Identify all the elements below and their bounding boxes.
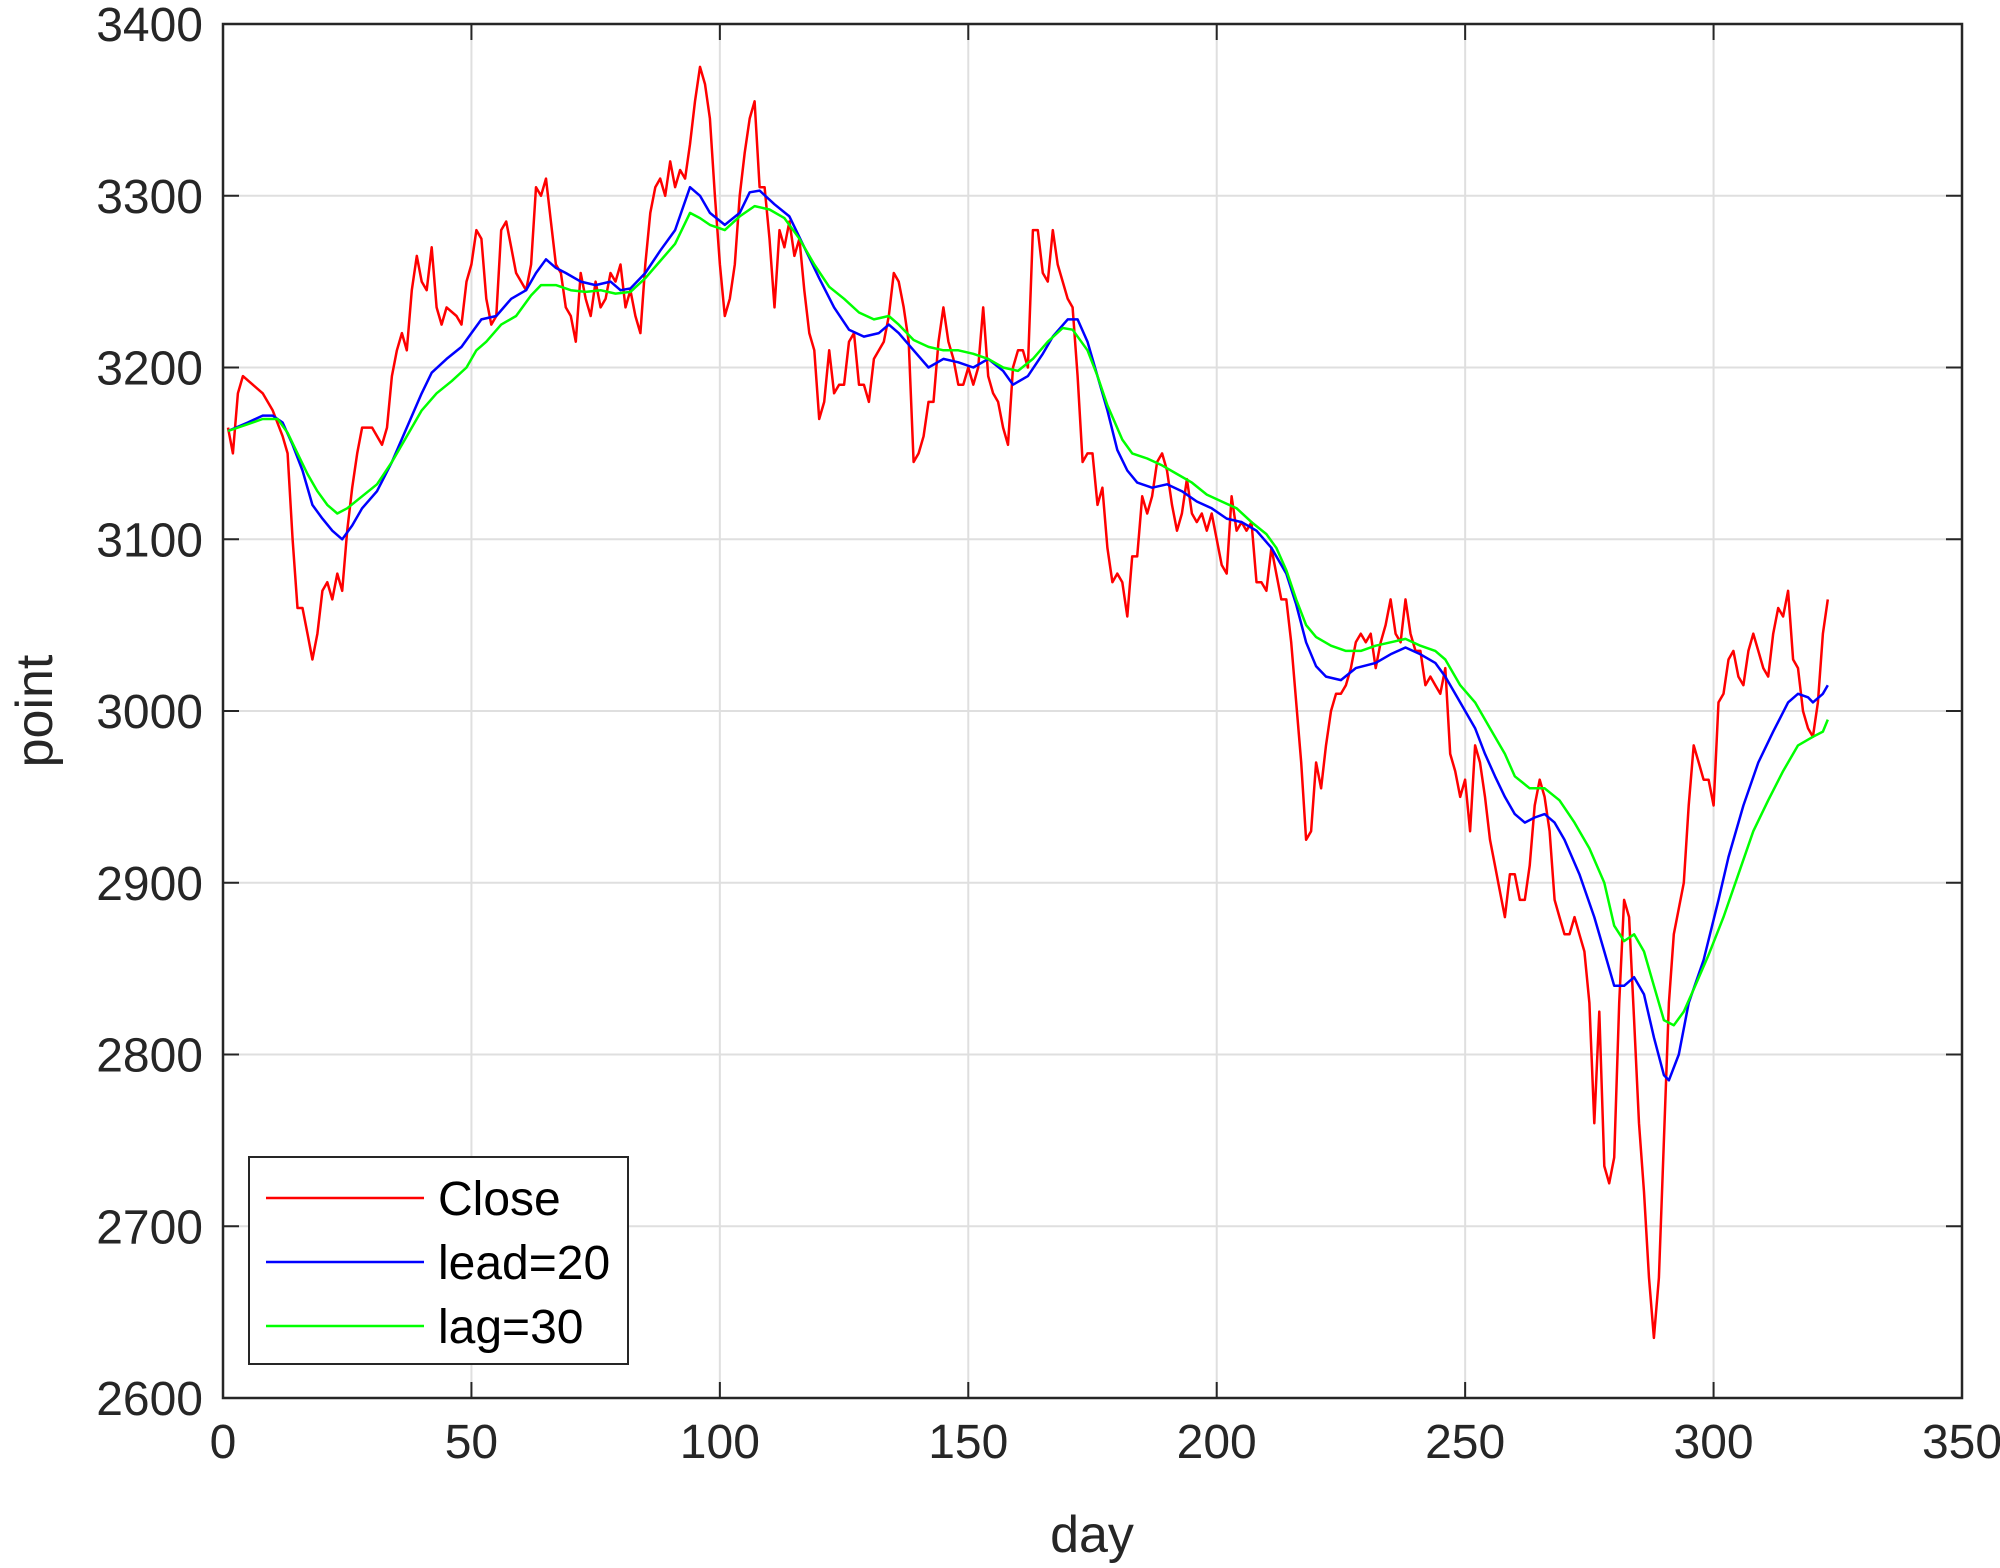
series-line-lag-30 [227, 204, 1829, 1027]
x-axis-label: day [1050, 1506, 1134, 1564]
legend-label-lag: lag=30 [438, 1301, 583, 1354]
x-tick-labels: 0 50 100 150 200 250 300 350 [210, 1416, 2000, 1469]
series-lines [226, 65, 1830, 1340]
y-tick-label: 3400 [96, 0, 203, 52]
y-tick-label: 3300 [96, 171, 203, 224]
x-tick-label: 0 [210, 1416, 237, 1469]
series-line-close [226, 65, 1830, 1340]
gridlines [223, 24, 1962, 1398]
y-tick-labels: 2600 2700 2800 2900 3000 3100 3200 3300 3400 [96, 0, 203, 1426]
x-tick-label: 50 [445, 1416, 498, 1469]
series-line-lead-20 [227, 185, 1829, 1082]
legend-label-lead: lead=20 [438, 1237, 610, 1290]
y-tick-label: 2900 [96, 858, 203, 911]
legend-label-close: Close [438, 1173, 561, 1226]
axis-ticks [222, 23, 1963, 1399]
y-tick-label: 2700 [96, 1201, 203, 1254]
legend: Close lead=20 lag=30 [248, 1156, 629, 1365]
legend-box [248, 1156, 629, 1365]
y-tick-label: 3100 [96, 514, 203, 567]
y-tick-label: 3000 [96, 686, 203, 739]
x-tick-label: 350 [1922, 1416, 2000, 1469]
y-axis-label: point [6, 654, 64, 767]
y-tick-label: 3200 [96, 343, 203, 396]
x-tick-label: 300 [1674, 1416, 1754, 1469]
x-tick-label: 250 [1425, 1416, 1505, 1469]
x-tick-label: 200 [1177, 1416, 1257, 1469]
x-tick-label: 150 [928, 1416, 1008, 1469]
y-tick-label: 2800 [96, 1030, 203, 1083]
x-tick-label: 100 [680, 1416, 760, 1469]
y-tick-label: 2600 [96, 1373, 203, 1426]
